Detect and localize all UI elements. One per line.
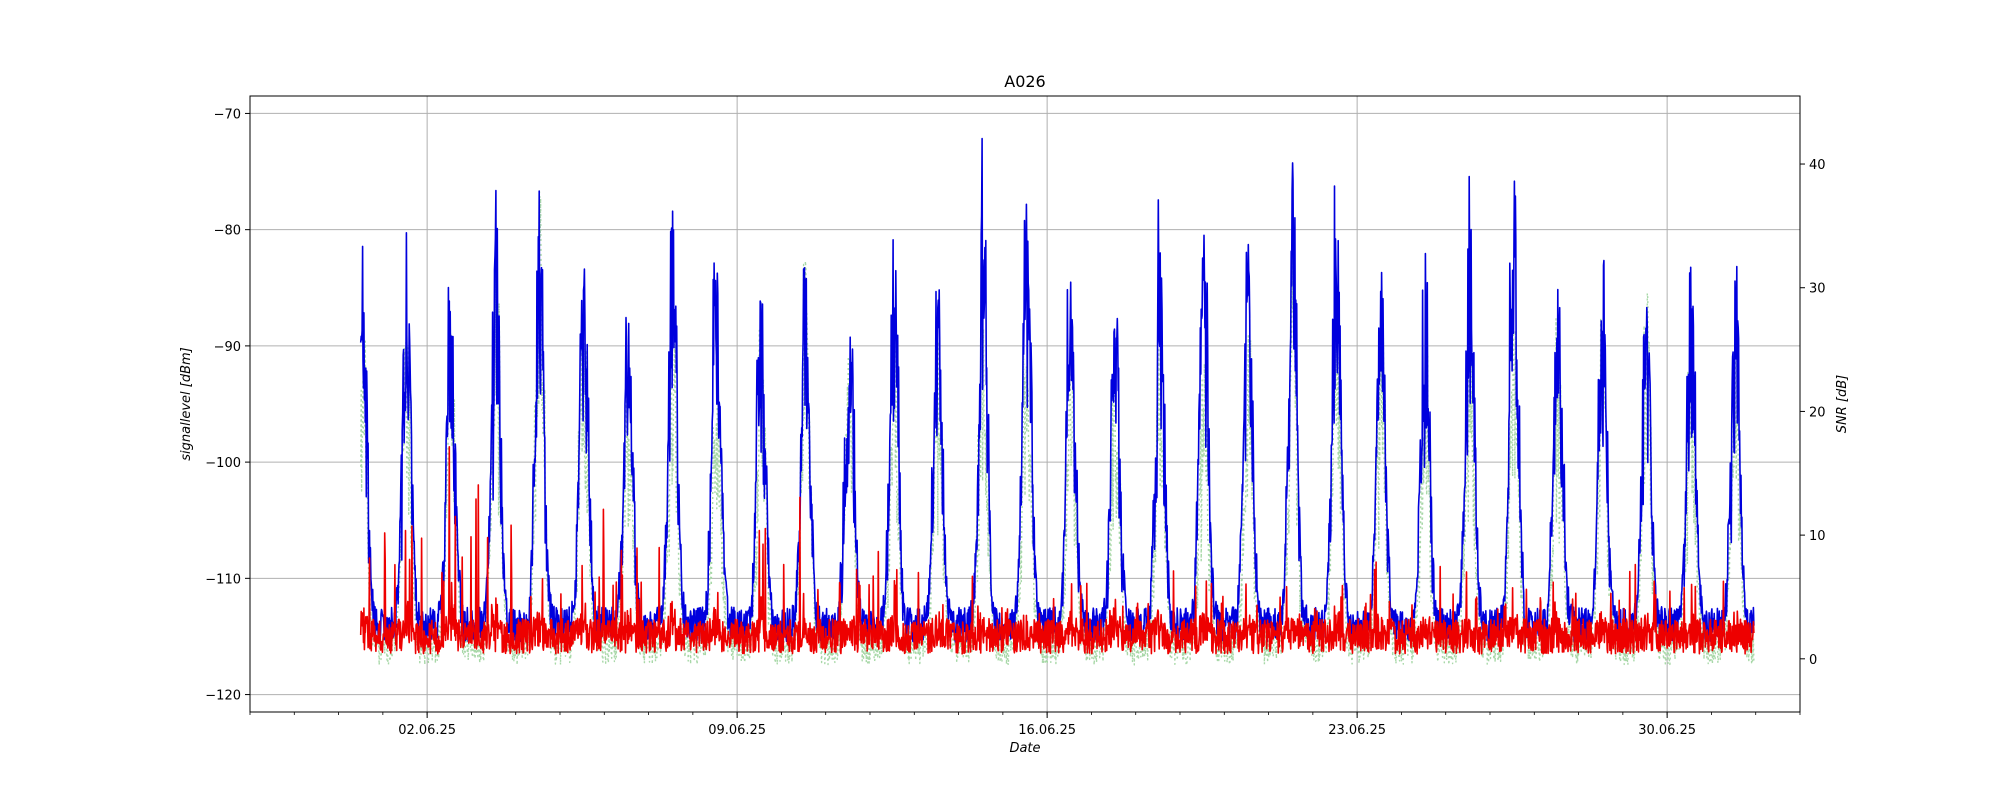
x-tick-label: 30.06.25 (1638, 723, 1696, 738)
x-tick-label: 23.06.25 (1328, 723, 1386, 738)
y-tick-label-left: −90 (214, 340, 241, 355)
grid (250, 96, 1800, 712)
y-tick-label-left: −110 (205, 572, 241, 587)
y-tick-label-left: −120 (205, 689, 241, 704)
y-tick-label-left: −80 (214, 224, 241, 239)
y-tick-label-left: −70 (214, 107, 241, 122)
ticks: −70 −80 −90 −100 −110 −120 40 30 20 10 0 02.06.25 09… (205, 107, 1825, 738)
y-tick-label-left: −100 (205, 456, 241, 471)
x-tick-label: 02.06.25 (398, 723, 456, 738)
y-axis-label-left: signallevel [dBm] (179, 347, 194, 460)
y-axis-label-right: SNR [dB] (1835, 375, 1850, 433)
x-axis-label: Date (1009, 741, 1040, 756)
x-tick-label: 09.06.25 (708, 723, 766, 738)
plot-frame (249, 95, 1801, 713)
series-snr-line (360, 189, 1755, 666)
y-tick-label-right: 30 (1809, 282, 1826, 297)
y-tick-label-right: 40 (1809, 158, 1826, 173)
y-tick-label-right: 0 (1809, 653, 1817, 668)
y-tick-label-right: 10 (1809, 529, 1826, 544)
y-tick-label-right: 20 (1809, 405, 1826, 420)
x-tick-label: 16.06.25 (1018, 723, 1076, 738)
chart-title: A026 (1004, 72, 1045, 91)
series-layer (359, 137, 1755, 666)
series-noise-line (359, 446, 1755, 655)
